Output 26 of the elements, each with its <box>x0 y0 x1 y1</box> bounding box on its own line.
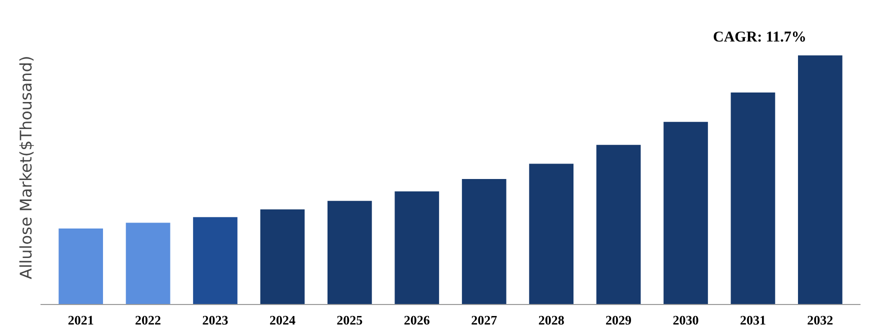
bar <box>328 200 372 304</box>
x-tick-label: 2022 <box>135 312 162 328</box>
bar <box>730 92 776 304</box>
y-axis-title: Allulose Market($Thousand) <box>16 56 36 280</box>
bar <box>260 209 305 304</box>
x-tick-label: 2021 <box>68 312 94 328</box>
x-tick-label: 2029 <box>606 312 632 328</box>
x-tick-label: 2027 <box>471 312 498 328</box>
text: CAGR: 11.7% <box>713 29 806 46</box>
bar <box>394 191 440 304</box>
bar <box>193 217 238 304</box>
x-tick-label: 2031 <box>740 312 766 328</box>
bar <box>126 222 170 304</box>
bar <box>798 55 842 304</box>
bar <box>596 144 641 304</box>
bar <box>462 178 506 304</box>
x-tick-label: 2030 <box>672 312 699 328</box>
x-tick-label: 2028 <box>538 312 565 328</box>
bar <box>664 122 708 304</box>
bar <box>58 228 104 304</box>
bar <box>529 164 574 304</box>
x-tick-label: 2023 <box>202 312 229 328</box>
x-tick-label: 2032 <box>807 312 834 328</box>
x-tick-label: 2024 <box>269 312 296 328</box>
x-tick-label: 2026 <box>404 312 430 328</box>
x-tick-label: 2025 <box>336 312 364 328</box>
